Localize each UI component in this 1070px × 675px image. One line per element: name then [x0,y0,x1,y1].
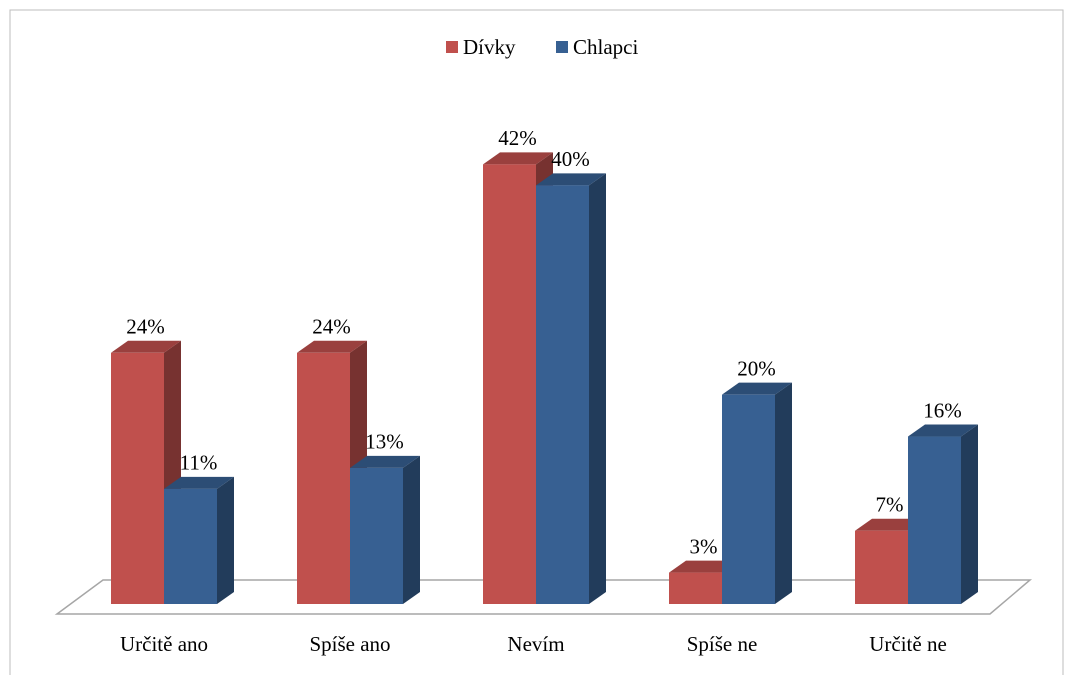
bar-top [722,382,792,395]
bar [483,164,536,604]
data-label: 24% [126,315,165,339]
x-tick-label: Určitě ano [120,632,208,656]
bar-side [961,424,978,604]
data-label: 20% [737,356,776,380]
bar-top [350,455,420,468]
bar-side [589,173,606,605]
x-tick-label: Nevím [507,632,564,656]
bar-top [669,560,739,573]
bar [111,352,164,604]
data-label: 40% [551,147,590,171]
data-label: 16% [923,398,962,422]
bar [908,436,961,604]
data-label: 7% [876,493,904,517]
bar-top [164,476,234,489]
bar [722,394,775,604]
bar [536,185,589,605]
bar [297,352,350,604]
data-label: 11% [180,451,218,475]
x-tick-label: Určitě ne [869,632,947,656]
legend-label: Chlapci [573,35,638,59]
bar [669,572,722,604]
data-label: 3% [690,534,718,558]
x-tick-label: Spíše ne [687,632,758,656]
data-label: 42% [498,126,537,150]
bar-top [297,340,367,353]
bar-side [217,476,234,604]
x-tick-label: Spíše ano [309,632,390,656]
data-label: 24% [312,315,351,339]
bar-top [536,173,606,186]
legend-label: Dívky [463,35,516,59]
legend-swatch [556,41,568,53]
bar-top [483,152,553,165]
bar-top [908,424,978,437]
bar-top [111,340,181,353]
bar-top [855,518,925,531]
chart-frame [9,9,1064,675]
bar-side [403,455,420,604]
bar [350,467,403,604]
bar [164,488,217,604]
bar [855,530,908,604]
bar-side [775,382,792,604]
data-label: 13% [365,430,404,454]
legend-swatch [446,41,458,53]
